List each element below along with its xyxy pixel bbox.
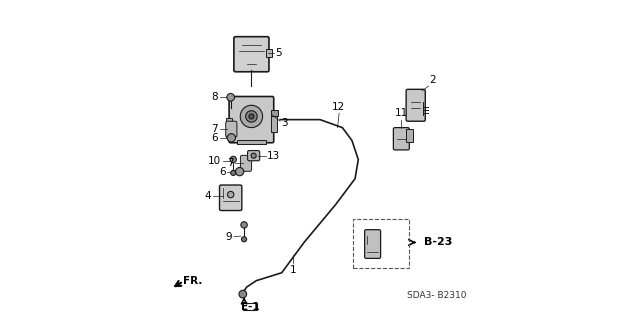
Circle shape <box>249 114 254 119</box>
Circle shape <box>230 156 236 163</box>
Bar <box>243 303 257 310</box>
Text: 1: 1 <box>289 265 296 275</box>
Circle shape <box>251 153 256 158</box>
Bar <box>266 48 272 57</box>
Circle shape <box>241 222 247 228</box>
Text: 4: 4 <box>205 191 212 201</box>
FancyBboxPatch shape <box>241 155 252 171</box>
FancyBboxPatch shape <box>365 230 381 258</box>
Text: 11: 11 <box>395 108 408 118</box>
Text: 6: 6 <box>211 133 218 143</box>
FancyBboxPatch shape <box>394 128 410 150</box>
FancyBboxPatch shape <box>220 185 242 211</box>
Circle shape <box>239 290 246 298</box>
Bar <box>271 116 276 132</box>
Text: 5: 5 <box>275 48 282 58</box>
Text: 10: 10 <box>208 156 221 166</box>
FancyBboxPatch shape <box>229 96 274 143</box>
Bar <box>226 118 232 137</box>
Text: SDA3- B2310: SDA3- B2310 <box>406 291 466 300</box>
Text: B-23: B-23 <box>424 237 452 248</box>
Circle shape <box>246 111 257 122</box>
Bar <box>271 110 278 116</box>
Text: 7: 7 <box>211 124 218 134</box>
Text: FR.: FR. <box>184 276 203 286</box>
Circle shape <box>227 134 236 142</box>
Circle shape <box>227 191 234 198</box>
Bar <box>353 219 410 268</box>
Text: 8: 8 <box>211 92 218 102</box>
Text: 12: 12 <box>332 102 345 112</box>
FancyBboxPatch shape <box>226 121 237 137</box>
FancyBboxPatch shape <box>406 89 425 121</box>
Text: 3: 3 <box>281 118 288 128</box>
Bar <box>237 140 266 144</box>
Text: 7: 7 <box>227 158 234 168</box>
Text: E-1: E-1 <box>241 302 259 312</box>
Circle shape <box>240 105 262 128</box>
Circle shape <box>241 237 246 242</box>
Text: 2: 2 <box>429 76 436 85</box>
Text: 9: 9 <box>226 232 232 242</box>
Circle shape <box>236 167 244 176</box>
Text: 13: 13 <box>267 151 280 161</box>
Circle shape <box>230 170 236 175</box>
FancyBboxPatch shape <box>234 37 269 72</box>
Text: 6: 6 <box>220 167 226 177</box>
Bar <box>406 129 413 142</box>
Circle shape <box>227 93 234 101</box>
FancyBboxPatch shape <box>248 151 260 161</box>
